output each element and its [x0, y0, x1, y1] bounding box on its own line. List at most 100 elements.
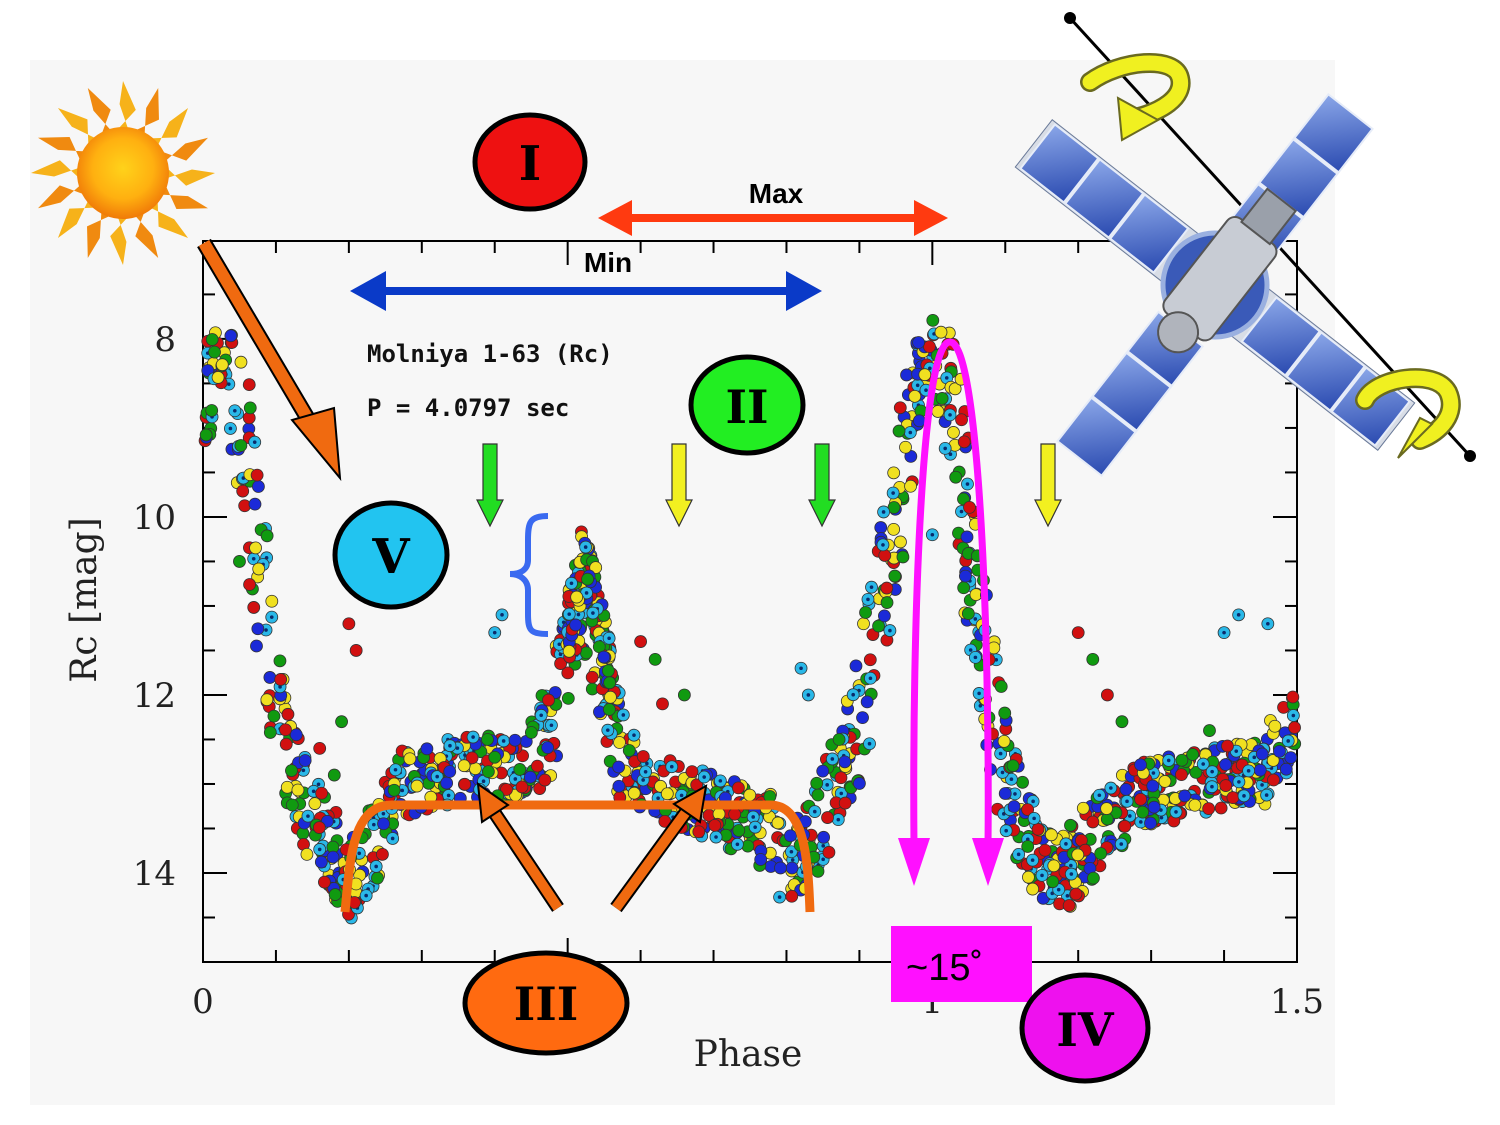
data-point [281, 707, 295, 721]
data-point [918, 368, 932, 382]
data-point [732, 824, 746, 837]
data-point-center [1065, 894, 1070, 898]
sun-ray [38, 137, 85, 162]
data-point [403, 752, 417, 766]
data-point [1086, 815, 1100, 829]
data-point [1100, 688, 1114, 702]
data-point-center [1127, 814, 1132, 818]
data-point-center [316, 782, 321, 787]
down-arrow [808, 443, 836, 528]
data-point [252, 480, 265, 493]
data-point [1219, 779, 1233, 792]
data-point [1022, 870, 1035, 884]
data-point [1100, 802, 1114, 815]
data-point [260, 693, 274, 707]
data-point-center [851, 692, 855, 697]
data-point [811, 864, 825, 878]
data-point-center [1166, 758, 1171, 763]
data-point [677, 688, 691, 702]
data-point [250, 639, 263, 653]
sun-ray [117, 81, 136, 130]
data-point [961, 607, 975, 620]
data-point [267, 709, 281, 723]
data-point [955, 413, 968, 427]
sun-ray [110, 216, 129, 265]
data-point-center [869, 585, 874, 589]
data-point-center [1260, 783, 1264, 787]
data-point [562, 644, 576, 658]
data-point [291, 783, 305, 797]
data-point [236, 484, 250, 498]
data-point [585, 670, 599, 684]
data-point [524, 726, 538, 739]
data-point [957, 435, 971, 449]
x-tick-label: 1.5 [1270, 982, 1324, 1022]
sun-ray [166, 167, 215, 186]
data-point [260, 529, 274, 543]
data-point [371, 871, 384, 885]
data-point [248, 497, 262, 511]
data-point [900, 368, 913, 382]
data-point-center [656, 796, 660, 800]
data-point [602, 703, 616, 716]
data-point-center [1266, 621, 1270, 626]
data-point [205, 333, 219, 346]
data-point [1266, 754, 1280, 767]
data-point [1021, 803, 1035, 816]
data-point-center [435, 774, 439, 779]
period-label: P = 4.0797 sec [367, 394, 569, 422]
data-point [273, 654, 287, 668]
data-point [821, 811, 834, 824]
data-point-center [943, 446, 947, 451]
data-point [1147, 800, 1161, 814]
data-point [326, 850, 340, 864]
data-point [934, 325, 948, 339]
data-point [279, 723, 292, 737]
angle-label-box [891, 926, 1032, 1002]
data-point-center [311, 789, 316, 794]
rotation-arrow-icon [1080, 52, 1191, 142]
data-point-center [812, 809, 817, 814]
data-point [785, 889, 799, 903]
data-point-center [790, 858, 795, 862]
phase-down-arrows [476, 443, 1062, 528]
data-point-center [1201, 762, 1205, 766]
data-point [263, 726, 277, 739]
marker-II: II [688, 354, 806, 456]
data-point [1134, 792, 1148, 806]
data-point-center [539, 713, 543, 718]
data-point [554, 657, 567, 670]
data-point-center [1097, 793, 1102, 798]
orange-bracket [340, 800, 815, 913]
data-point [1118, 819, 1132, 833]
data-point [1279, 762, 1293, 776]
data-point-center [1210, 784, 1214, 789]
axis-end-dot [1464, 450, 1476, 462]
data-point [1284, 751, 1298, 764]
sun-ray [57, 107, 96, 146]
data-point [251, 622, 265, 636]
y-tick-labels: 8 10 12 14 [133, 320, 176, 894]
sun-ray [134, 88, 159, 135]
data-point [613, 736, 626, 749]
data-point [838, 796, 852, 810]
data-point-center [317, 847, 322, 852]
data-point-center [839, 791, 844, 796]
satellite-icon [1014, 12, 1476, 478]
data-point-center [357, 851, 362, 856]
data-point [957, 581, 971, 595]
sun-ray [31, 160, 80, 179]
marker-I-label: I [519, 136, 541, 192]
data-point-center [806, 693, 811, 697]
data-point [1031, 822, 1045, 836]
data-point [377, 817, 390, 831]
data-point-center [233, 408, 237, 413]
data-point [863, 653, 877, 667]
data-point-center [994, 657, 999, 662]
data-point [912, 414, 926, 428]
data-point-center [455, 746, 460, 750]
data-point-center [591, 611, 595, 615]
y-tick-label: 14 [133, 854, 176, 894]
data-point [894, 535, 907, 549]
data-point [908, 389, 922, 403]
